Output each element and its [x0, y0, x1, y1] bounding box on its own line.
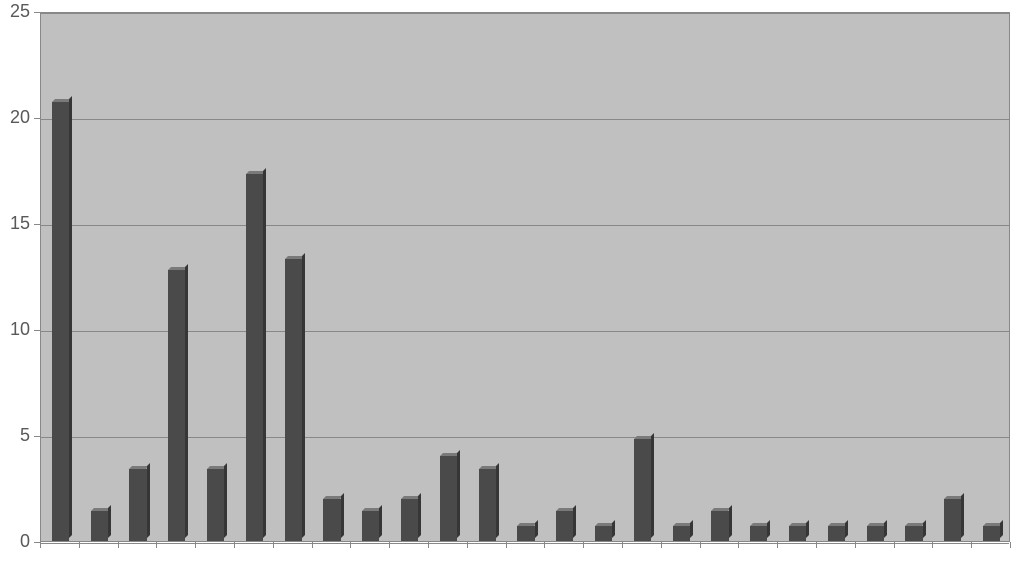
- x-tick: [1010, 542, 1011, 548]
- bar-side: [302, 253, 305, 538]
- bar-side: [379, 505, 382, 538]
- bar-side: [961, 493, 964, 538]
- bar-side: [806, 520, 809, 538]
- bar-side: [147, 463, 150, 538]
- x-axis-baseline: [41, 543, 1009, 544]
- bar: [285, 259, 302, 541]
- bar: [517, 526, 534, 541]
- bar: [983, 526, 1000, 541]
- y-tick: [34, 12, 40, 13]
- y-tick-label: 15: [0, 213, 30, 234]
- y-tick: [34, 224, 40, 225]
- bar: [440, 456, 457, 541]
- bar: [401, 499, 418, 541]
- bar: [556, 511, 573, 541]
- y-tick: [34, 436, 40, 437]
- bar-side: [845, 520, 848, 538]
- x-tick: [79, 542, 80, 548]
- bar: [711, 511, 728, 541]
- x-tick: [738, 542, 739, 548]
- y-tick: [34, 118, 40, 119]
- bar: [634, 439, 651, 541]
- x-tick: [622, 542, 623, 548]
- x-tick: [234, 542, 235, 548]
- bar: [905, 526, 922, 541]
- y-tick-label: 20: [0, 107, 30, 128]
- bar: [479, 469, 496, 541]
- x-tick: [583, 542, 584, 548]
- bar-side: [767, 520, 770, 538]
- x-tick: [156, 542, 157, 548]
- x-tick: [350, 542, 351, 548]
- bar: [867, 526, 884, 541]
- bar-side: [418, 493, 421, 538]
- x-tick: [971, 542, 972, 548]
- bar-side: [690, 520, 693, 538]
- x-tick: [932, 542, 933, 548]
- bar: [129, 469, 146, 541]
- bar: [789, 526, 806, 541]
- bar-side: [496, 463, 499, 538]
- bar-side: [923, 520, 926, 538]
- bar: [944, 499, 961, 541]
- bars-container: [41, 13, 1009, 541]
- bar-side: [185, 264, 188, 538]
- x-tick: [40, 542, 41, 548]
- x-tick: [195, 542, 196, 548]
- bar-side: [612, 520, 615, 538]
- x-tick: [816, 542, 817, 548]
- bar-side: [263, 168, 266, 538]
- bar-side: [108, 505, 111, 538]
- bar: [91, 511, 108, 541]
- x-tick: [894, 542, 895, 548]
- bar: [673, 526, 690, 541]
- bar: [750, 526, 767, 541]
- x-tick: [544, 542, 545, 548]
- bar-side: [1000, 520, 1003, 538]
- bar-side: [573, 505, 576, 538]
- plot-area: [40, 12, 1010, 542]
- x-tick: [312, 542, 313, 548]
- y-tick-label: 10: [0, 319, 30, 340]
- x-tick: [118, 542, 119, 548]
- y-tick: [34, 330, 40, 331]
- bar-side: [341, 493, 344, 538]
- bar-side: [884, 520, 887, 538]
- y-tick-label: 25: [0, 1, 30, 22]
- y-tick-label: 5: [0, 425, 30, 446]
- x-tick: [389, 542, 390, 548]
- bar-side: [729, 505, 732, 538]
- bar: [828, 526, 845, 541]
- bar: [595, 526, 612, 541]
- x-tick: [700, 542, 701, 548]
- x-tick: [273, 542, 274, 548]
- y-tick-label: 0: [0, 531, 30, 552]
- bar: [323, 499, 340, 541]
- bar-side: [224, 463, 227, 538]
- bar-side: [457, 450, 460, 538]
- bar-side: [69, 96, 72, 538]
- bar: [246, 174, 263, 541]
- x-tick: [661, 542, 662, 548]
- bar: [168, 270, 185, 541]
- x-tick: [777, 542, 778, 548]
- x-tick: [467, 542, 468, 548]
- x-tick: [855, 542, 856, 548]
- x-tick: [506, 542, 507, 548]
- bar: [52, 102, 69, 541]
- bar: [362, 511, 379, 541]
- bar-side: [651, 433, 654, 538]
- bar: [207, 469, 224, 541]
- bar-chart: 0 5 10 15 20 25: [0, 0, 1024, 562]
- x-tick: [428, 542, 429, 548]
- bar-side: [535, 520, 538, 538]
